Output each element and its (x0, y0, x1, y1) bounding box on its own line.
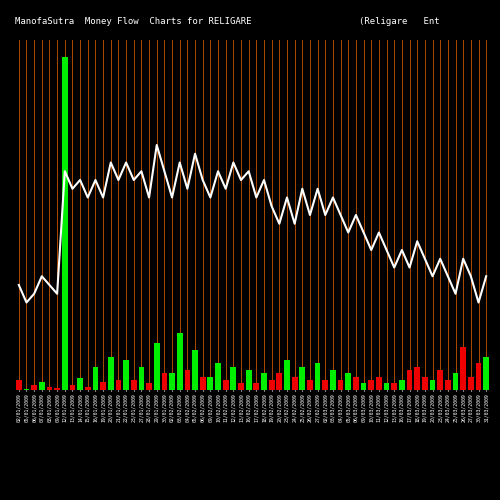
Bar (92, 366, 98, 390)
Bar (261, 374, 267, 390)
Bar (32, 385, 37, 390)
Bar (353, 376, 359, 390)
Bar (16, 380, 22, 390)
Bar (238, 384, 244, 390)
Bar (223, 380, 228, 390)
Bar (468, 376, 473, 390)
Bar (284, 360, 290, 390)
Bar (476, 364, 482, 390)
Bar (200, 376, 205, 390)
Bar (445, 380, 450, 390)
Bar (85, 386, 90, 390)
Bar (292, 376, 298, 390)
Bar (300, 366, 305, 390)
Bar (24, 388, 30, 390)
Bar (169, 374, 175, 390)
Bar (162, 374, 168, 390)
Text: ManofaSutra  Money Flow  Charts for RELIGARE                    (Religare   Ent: ManofaSutra Money Flow Charts for RELIGA… (15, 18, 440, 26)
Bar (146, 384, 152, 390)
Bar (116, 380, 121, 390)
Bar (100, 382, 106, 390)
Bar (422, 376, 428, 390)
Bar (399, 380, 405, 390)
Bar (368, 380, 374, 390)
Bar (46, 386, 52, 390)
Bar (177, 334, 182, 390)
Bar (62, 56, 68, 390)
Bar (154, 344, 160, 390)
Bar (314, 364, 320, 390)
Bar (192, 350, 198, 390)
Bar (77, 378, 83, 390)
Bar (406, 370, 412, 390)
Bar (70, 385, 75, 390)
Bar (330, 370, 336, 390)
Bar (346, 374, 351, 390)
Bar (131, 380, 136, 390)
Bar (414, 366, 420, 390)
Bar (384, 384, 390, 390)
Bar (452, 374, 458, 390)
Bar (430, 380, 436, 390)
Bar (376, 376, 382, 390)
Bar (254, 384, 259, 390)
Bar (484, 356, 489, 390)
Bar (276, 374, 282, 390)
Bar (108, 356, 114, 390)
Bar (184, 370, 190, 390)
Bar (123, 360, 129, 390)
Bar (460, 346, 466, 390)
Bar (39, 382, 44, 390)
Bar (307, 380, 313, 390)
Bar (338, 380, 344, 390)
Bar (246, 370, 252, 390)
Bar (215, 364, 221, 390)
Bar (269, 380, 274, 390)
Bar (322, 380, 328, 390)
Bar (392, 384, 397, 390)
Bar (360, 384, 366, 390)
Bar (208, 376, 213, 390)
Bar (230, 366, 236, 390)
Bar (438, 370, 443, 390)
Bar (54, 388, 60, 390)
Bar (138, 366, 144, 390)
